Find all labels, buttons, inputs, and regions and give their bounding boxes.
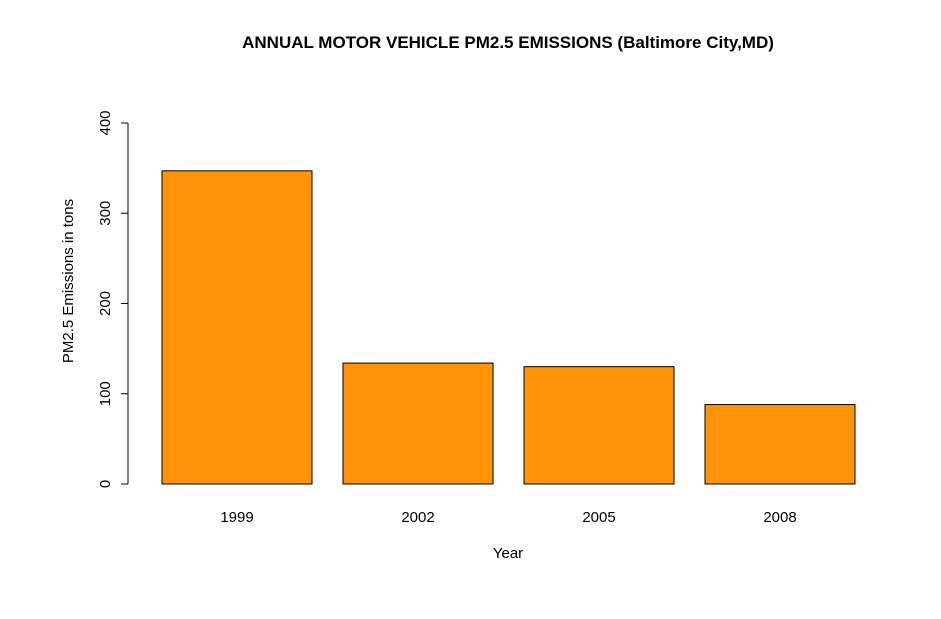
- bar-2005: [523, 366, 675, 485]
- y-tick-label: 200: [97, 291, 114, 316]
- y-axis-label: PM2.5 Emissions in tons: [60, 199, 77, 363]
- y-axis: 0 100 200 300 400: [97, 110, 129, 488]
- x-tick-label: 2005: [582, 509, 615, 526]
- y-tick-label: 300: [97, 201, 114, 226]
- x-axis-label: Year: [493, 545, 523, 562]
- bar-1999: [161, 170, 313, 485]
- y-tick-label: 0: [97, 480, 114, 488]
- x-tick-label: 1999: [220, 509, 253, 526]
- x-axis-labels: 1999 2002 2005 2008: [220, 509, 796, 526]
- bar-2008: [704, 404, 856, 485]
- chart-title: ANNUAL MOTOR VEHICLE PM2.5 EMISSIONS (Ba…: [242, 33, 774, 52]
- bars: [161, 170, 856, 485]
- x-tick-label: 2002: [401, 509, 434, 526]
- y-tick-label: 400: [97, 110, 114, 135]
- bar-2002: [342, 362, 494, 485]
- y-tick-label: 100: [97, 381, 114, 406]
- x-tick-label: 2008: [763, 509, 796, 526]
